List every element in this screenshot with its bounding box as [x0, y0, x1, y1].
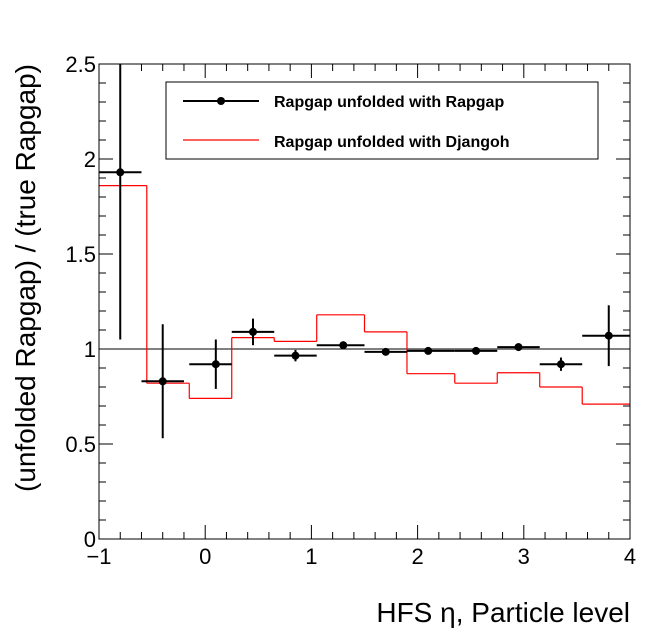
y-tick-label: 1 — [84, 337, 96, 362]
legend-box — [165, 81, 599, 160]
y-axis-title: (unfolded Rapgap) / (true Rapgap) — [10, 64, 41, 492]
rapgap-point-8 — [472, 346, 481, 355]
rapgap-series — [99, 64, 630, 439]
rapgap-point-1 — [158, 377, 167, 386]
rapgap-point-10 — [556, 360, 565, 369]
rapgap-point-9 — [514, 343, 523, 352]
legend-label-rapgap: Rapgap unfolded with Rapgap — [274, 94, 504, 111]
rapgap-point-5 — [339, 341, 348, 350]
x-tick-label: 0 — [199, 544, 211, 569]
x-tick-label: 2 — [411, 544, 423, 569]
legend-marker-dot-rapgap — [217, 97, 225, 105]
y-tick-label: 0.5 — [65, 432, 96, 457]
y-tick-label: 2.5 — [65, 52, 96, 77]
y-tick-label: 1.5 — [65, 242, 96, 267]
rapgap-point-2 — [211, 360, 220, 369]
axes: −1 0 1 2 3 400.511.522.5 — [65, 52, 636, 569]
x-tick-label: 4 — [624, 544, 636, 569]
y-tick-label: 2 — [84, 147, 96, 172]
x-tick-label: −1 — [86, 544, 111, 569]
rapgap-point-6 — [381, 347, 390, 356]
legend-label-djangoh: Rapgap unfolded with Djangoh — [274, 134, 510, 151]
rapgap-point-3 — [248, 327, 257, 336]
rapgap-point-0 — [116, 168, 125, 177]
x-axis-title: HFS η, Particle level — [376, 597, 630, 628]
rapgap-point-4 — [291, 351, 300, 360]
plot-frame — [98, 63, 631, 540]
djangoh-series — [99, 185, 630, 405]
y-tick-label: 0 — [84, 527, 96, 552]
rapgap-point-7 — [424, 346, 433, 355]
rapgap-point-11 — [604, 331, 613, 340]
x-tick-label: 1 — [305, 544, 317, 569]
x-tick-label: 3 — [518, 544, 530, 569]
legend: Rapgap unfolded with Rapgap Rapgap unfol… — [165, 81, 599, 160]
